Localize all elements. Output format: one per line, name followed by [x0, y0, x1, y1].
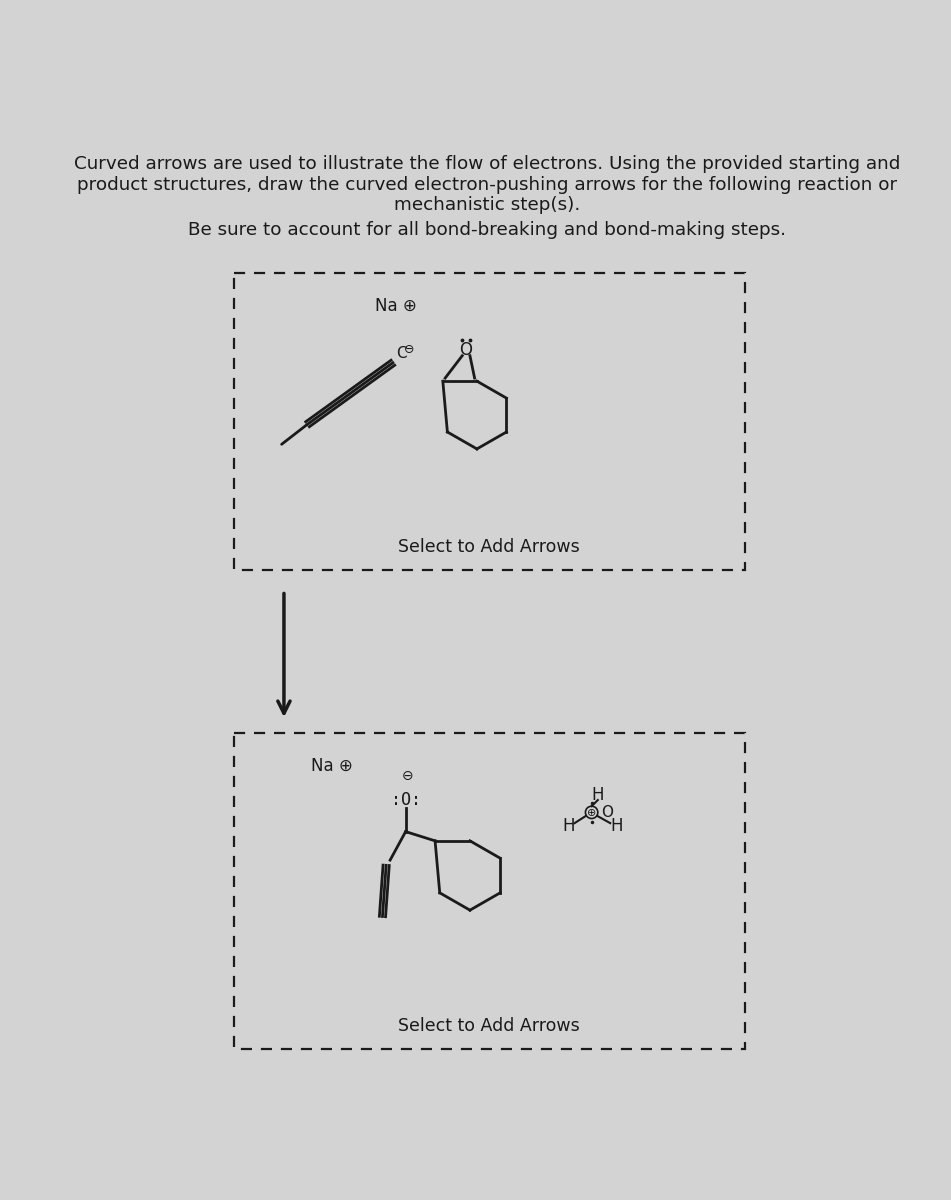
Text: H: H: [592, 786, 604, 804]
Text: Na ⊕: Na ⊕: [375, 296, 417, 314]
Text: H: H: [611, 817, 623, 835]
Text: O: O: [459, 341, 473, 359]
Bar: [234, 733, 745, 1049]
Text: Be sure to account for all bond-breaking and bond-making steps.: Be sure to account for all bond-breaking…: [188, 221, 786, 239]
Text: Select to Add Arrows: Select to Add Arrows: [398, 1016, 580, 1034]
Text: O: O: [601, 805, 613, 820]
Text: C: C: [397, 346, 407, 361]
Text: Na ⊕: Na ⊕: [311, 757, 353, 775]
Text: Select to Add Arrows: Select to Add Arrows: [398, 538, 580, 556]
Text: :O:: :O:: [391, 791, 420, 809]
Text: ⊖: ⊖: [404, 343, 415, 355]
Text: H: H: [562, 817, 574, 835]
Text: Curved arrows are used to illustrate the flow of electrons. Using the provided s: Curved arrows are used to illustrate the…: [74, 155, 901, 215]
Text: ⊖: ⊖: [401, 769, 413, 784]
Bar: [234, 274, 745, 570]
Text: ⊕: ⊕: [587, 808, 596, 818]
